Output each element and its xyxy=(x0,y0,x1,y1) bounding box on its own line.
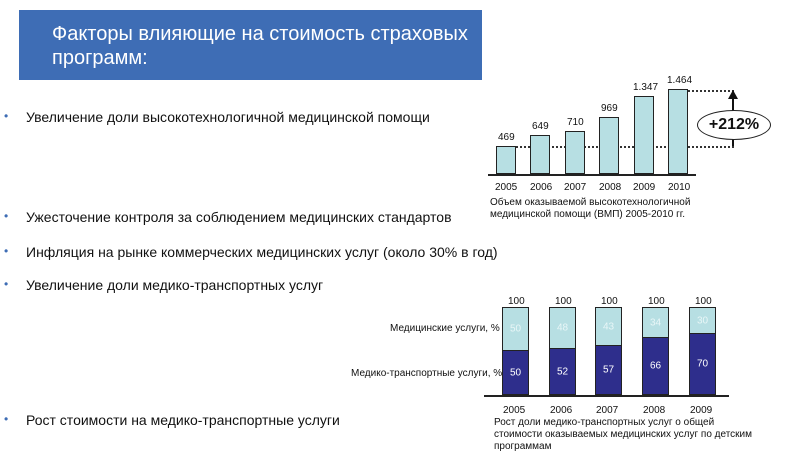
bar-segment: 30 xyxy=(689,307,716,334)
bullet-text: Увеличение доли высокотехнологичной меди… xyxy=(26,109,430,125)
value-label: 1.464 xyxy=(667,75,693,86)
x-tick-label: 2007 xyxy=(564,182,587,193)
bar xyxy=(530,135,550,174)
bar-segment: 50 xyxy=(502,307,529,351)
bar xyxy=(565,131,585,174)
value-label: 1.347 xyxy=(633,82,659,93)
bar-segment: 43 xyxy=(595,307,622,346)
value-label: 649 xyxy=(532,121,549,132)
legend-label: Медико-транспортные услуги, % xyxy=(351,368,503,379)
bullet-text: Рост стоимости на медико-транспортные ус… xyxy=(26,412,340,428)
bar xyxy=(599,117,619,174)
value-label: 710 xyxy=(567,117,584,128)
bar-segment: 52 xyxy=(549,348,576,395)
bullet-icon: • xyxy=(4,109,9,123)
x-axis xyxy=(488,174,696,176)
bar-segment: 34 xyxy=(642,307,669,338)
x-tick-label: 2009 xyxy=(690,405,713,416)
bullet-text: Инфляция на рынке коммерческих медицинск… xyxy=(26,244,498,260)
arrow-head-icon xyxy=(728,90,738,99)
bar-segment: 66 xyxy=(642,337,669,395)
x-tick-label: 2007 xyxy=(596,405,619,416)
value-label: 469 xyxy=(498,132,515,143)
top-dotted-line xyxy=(688,90,734,92)
bullet-text: Увеличение доли медико-транспортных услу… xyxy=(26,277,324,293)
value-label: 969 xyxy=(601,103,618,114)
total-label: 100 xyxy=(648,296,665,307)
x-tick-label: 2008 xyxy=(643,405,666,416)
bar-segment: 57 xyxy=(595,345,622,395)
bar xyxy=(668,89,688,174)
total-label: 100 xyxy=(601,296,618,307)
x-tick-label: 2006 xyxy=(550,405,573,416)
bar-segment: 48 xyxy=(549,307,576,349)
bar xyxy=(496,146,516,174)
total-label: 100 xyxy=(555,296,572,307)
x-tick-label: 2005 xyxy=(495,182,518,193)
x-tick-label: 2005 xyxy=(503,405,526,416)
bullet-text: Ужесточение контроля за соблюдением меди… xyxy=(26,209,452,225)
bar-segment: 70 xyxy=(689,333,716,395)
bullet-icon: • xyxy=(4,412,9,426)
x-tick-label: 2009 xyxy=(633,182,656,193)
bullet-icon: • xyxy=(4,277,9,291)
x-tick-label: 2006 xyxy=(530,182,553,193)
bullet-icon: • xyxy=(4,209,9,223)
x-tick-label: 2008 xyxy=(599,182,622,193)
bar xyxy=(634,96,654,174)
total-label: 100 xyxy=(695,296,712,307)
x-axis xyxy=(484,395,729,397)
legend-label: Медицинские услуги, % xyxy=(390,323,500,334)
growth-badge: +212% xyxy=(697,110,771,140)
bullet-icon: • xyxy=(4,244,9,258)
baseline-dotted-line xyxy=(516,146,734,148)
bar-segment: 50 xyxy=(502,350,529,395)
x-tick-label: 2010 xyxy=(668,182,691,193)
chart-caption: Объем оказываемой высокотехнологичной ме… xyxy=(490,197,691,220)
chart-caption: Рост доли медико-транспортных услуг о об… xyxy=(494,417,753,452)
total-label: 100 xyxy=(508,296,525,307)
slide-title: Факторы влияющие на стоимость страховых … xyxy=(19,10,482,80)
